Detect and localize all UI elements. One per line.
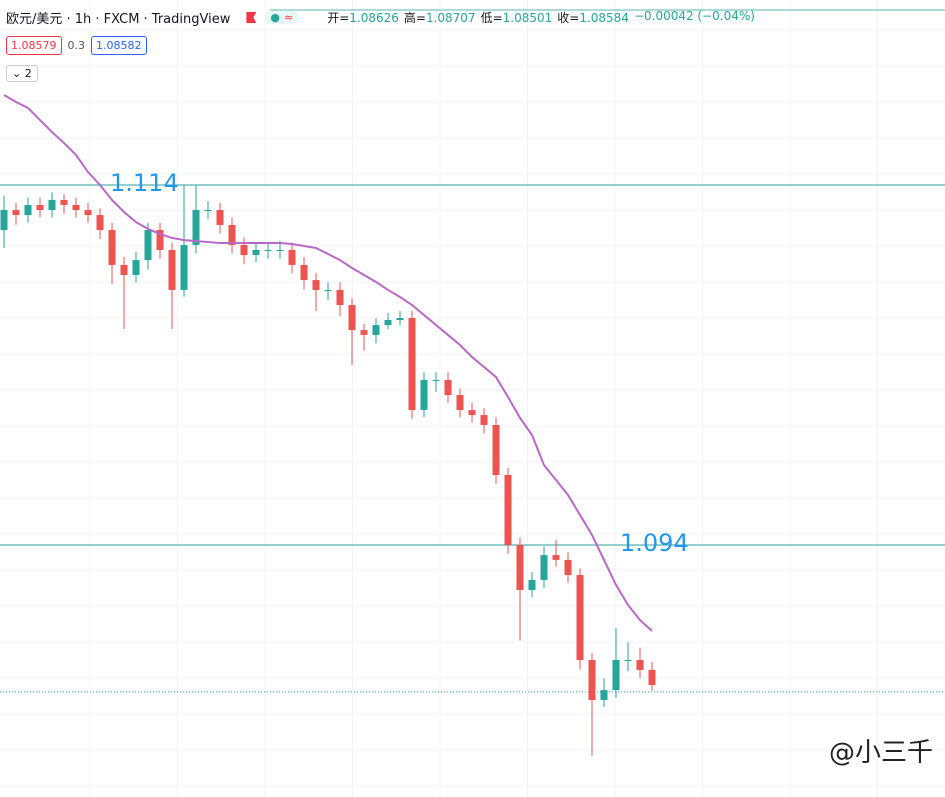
level-label: 1.094 (620, 529, 689, 557)
candle-body (324, 289, 332, 291)
symbol-title: 欧元/美元 · 1h · FXCM · TradingView (6, 12, 231, 27)
candle-body (384, 320, 392, 326)
candle-body (576, 575, 584, 661)
candle-body (0, 210, 8, 230)
candle-body (240, 244, 248, 256)
ohlc: 开=1.08626 高=1.08707 低=1.08501 收=1.08584 −0.0… (327, 9, 755, 26)
moving-average (3, 94, 653, 632)
candle-body (348, 305, 356, 331)
candle-body (564, 559, 572, 576)
candle-body (276, 249, 284, 251)
indicators-toggle[interactable]: ⌄ 2 (6, 65, 38, 82)
candle-body (456, 395, 464, 410)
ohlc-key: 开= (327, 11, 350, 25)
candle-body (120, 264, 128, 275)
candle-body (132, 260, 140, 275)
candle-body (228, 224, 236, 245)
ohlc-value: 1.08584 (579, 11, 629, 25)
candle-body (24, 204, 32, 216)
ohlc-item: 低=1.08501 (481, 9, 553, 26)
candle-body (108, 230, 116, 265)
candle-body (552, 555, 560, 560)
candle-body (168, 249, 176, 290)
candle-body (480, 415, 488, 425)
candle-body (12, 210, 20, 216)
ohlc-value: 1.08707 (425, 11, 476, 25)
candle-body (648, 669, 656, 686)
candle-body (48, 199, 56, 211)
candle-body (492, 424, 500, 475)
candle-body (540, 555, 548, 580)
flag-icon[interactable] (246, 12, 257, 23)
candle-body (420, 379, 428, 410)
candle-body (336, 289, 344, 306)
candle-body (396, 318, 404, 320)
candle-body (444, 379, 452, 396)
ohlc-key: 收= (557, 11, 580, 25)
candle-body (528, 579, 536, 590)
candle-body (504, 474, 512, 545)
candle-body (144, 230, 152, 261)
candle-body (612, 660, 620, 691)
candle-body (192, 210, 200, 245)
level-label: 1.114 (110, 169, 179, 197)
candle-body (372, 325, 380, 335)
quotes: 1.08579 0.3 1.08582 (6, 36, 147, 55)
candle-body (624, 660, 632, 662)
candle-body (360, 330, 368, 335)
candle-body (516, 545, 524, 590)
candle-body (60, 199, 68, 205)
candle-body (204, 210, 212, 212)
ask[interactable]: 1.08582 (91, 36, 147, 55)
watermark: @小三千 (828, 738, 933, 768)
candle-body (36, 204, 44, 211)
candle-body (96, 215, 104, 230)
candle-body (408, 318, 416, 410)
ohlc-item: 开=1.08626 (327, 9, 399, 26)
candle-body (72, 204, 80, 211)
candle-body (216, 210, 224, 225)
candle-body (84, 210, 92, 216)
candle-body (300, 264, 308, 281)
candle-body (432, 379, 440, 381)
indicators-count: 2 (24, 67, 32, 80)
candle-body (312, 280, 320, 290)
bid[interactable]: 1.08579 (6, 36, 62, 55)
ohlc-value: 1.08501 (502, 11, 553, 25)
status-pill[interactable]: ● ≈ (264, 11, 300, 24)
ohlc-item: 收=1.08584 (557, 9, 629, 26)
change: −0.00042 (−0.04%) (633, 9, 755, 23)
ohlc-value: 1.08626 (349, 11, 399, 25)
candle-body (636, 660, 644, 670)
ohlc-key: 低= (480, 11, 503, 25)
candle-body (468, 410, 476, 416)
candle-body (156, 230, 164, 250)
header: 欧元/美元 · 1h · FXCM · TradingView ● ≈ 开=1.0… (6, 8, 755, 27)
candle-body (264, 249, 272, 251)
candle-body (180, 244, 188, 290)
candle-body (252, 249, 260, 256)
candle-body (600, 690, 608, 700)
spread: 0.3 (67, 39, 86, 52)
ohlc-key: 高= (403, 11, 426, 25)
candle-body (588, 660, 596, 700)
candle-body (288, 249, 296, 265)
ohlc-item: 高=1.08707 (404, 9, 476, 26)
